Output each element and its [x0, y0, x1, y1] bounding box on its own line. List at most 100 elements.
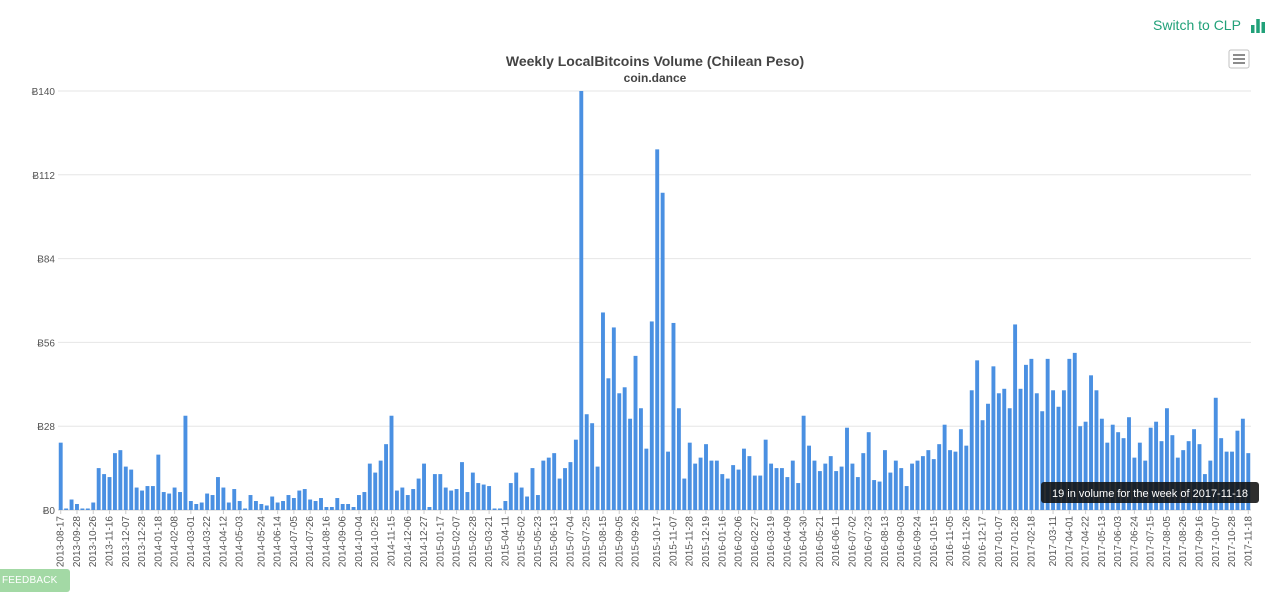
bar[interactable]	[237, 501, 242, 510]
bar[interactable]	[779, 468, 784, 510]
bar[interactable]	[649, 321, 654, 510]
bar[interactable]	[432, 474, 437, 510]
bar[interactable]	[367, 463, 372, 510]
bar[interactable]	[259, 504, 264, 510]
bar[interactable]	[590, 423, 595, 510]
bar[interactable]	[796, 483, 801, 510]
bar[interactable]	[1235, 430, 1240, 510]
bar[interactable]	[107, 477, 112, 510]
bar[interactable]	[1240, 418, 1245, 510]
bar[interactable]	[1121, 438, 1126, 510]
bar[interactable]	[752, 475, 757, 510]
bar[interactable]	[156, 454, 161, 510]
bar[interactable]	[790, 460, 795, 510]
bar[interactable]	[530, 468, 535, 510]
bar[interactable]	[1154, 421, 1159, 510]
bar[interactable]	[443, 487, 448, 510]
bar[interactable]	[1197, 444, 1202, 510]
bar[interactable]	[866, 432, 871, 510]
bar[interactable]	[1127, 417, 1131, 510]
bar[interactable]	[644, 448, 649, 510]
bar[interactable]	[1137, 442, 1142, 510]
bar[interactable]	[801, 415, 806, 510]
bar[interactable]	[172, 487, 177, 510]
bar[interactable]	[1007, 408, 1012, 510]
bar[interactable]	[1192, 429, 1197, 510]
bar[interactable]	[595, 466, 600, 510]
bar[interactable]	[514, 472, 519, 510]
bar[interactable]	[357, 495, 361, 510]
bar[interactable]	[720, 474, 725, 510]
bar[interactable]	[324, 507, 329, 510]
bar[interactable]	[1029, 358, 1034, 510]
bar[interactable]	[622, 387, 627, 510]
bar[interactable]	[915, 460, 920, 510]
bar[interactable]	[714, 460, 719, 510]
bar[interactable]	[58, 442, 63, 510]
bar[interactable]	[525, 496, 530, 510]
bar[interactable]	[1051, 390, 1056, 510]
bar[interactable]	[351, 507, 356, 510]
bar[interactable]	[134, 487, 139, 510]
bar[interactable]	[568, 462, 573, 510]
bar[interactable]	[774, 468, 779, 510]
bar[interactable]	[687, 442, 692, 510]
bar[interactable]	[904, 486, 909, 510]
bar[interactable]	[1213, 397, 1218, 510]
feedback-button[interactable]: FEEDBACK	[0, 569, 70, 592]
bar[interactable]	[199, 502, 204, 510]
bar[interactable]	[975, 360, 980, 510]
bar[interactable]	[671, 322, 676, 510]
bar[interactable]	[232, 489, 237, 510]
bar[interactable]	[481, 484, 486, 510]
bar[interactable]	[150, 486, 155, 510]
bar[interactable]	[606, 378, 611, 510]
bar[interactable]	[573, 439, 578, 510]
bar[interactable]	[736, 469, 741, 510]
bar[interactable]	[297, 490, 302, 510]
bar[interactable]	[931, 459, 936, 510]
bar[interactable]	[416, 478, 421, 510]
bar[interactable]	[910, 463, 915, 510]
bar[interactable]	[1083, 421, 1088, 510]
bar[interactable]	[698, 457, 703, 511]
bar[interactable]	[373, 472, 378, 510]
bar[interactable]	[243, 508, 248, 511]
bar[interactable]	[742, 448, 746, 510]
bar[interactable]	[1078, 426, 1083, 510]
bar[interactable]	[855, 477, 860, 510]
bar[interactable]	[1002, 388, 1007, 510]
bar[interactable]	[861, 453, 866, 510]
bar[interactable]	[519, 487, 524, 510]
bar[interactable]	[666, 451, 670, 510]
bar[interactable]	[942, 424, 947, 510]
bar[interactable]	[628, 418, 633, 510]
bar[interactable]	[145, 486, 150, 510]
bar[interactable]	[253, 501, 258, 510]
bar[interactable]	[617, 393, 622, 510]
bar[interactable]	[557, 478, 562, 510]
bar[interactable]	[183, 415, 188, 510]
bar[interactable]	[769, 463, 774, 510]
bar[interactable]	[422, 463, 426, 510]
bar[interactable]	[140, 490, 144, 510]
bar[interactable]	[709, 460, 714, 510]
bar[interactable]	[546, 457, 551, 511]
bar[interactable]	[552, 453, 557, 510]
bar[interactable]	[948, 450, 952, 510]
bar[interactable]	[384, 444, 389, 510]
bar[interactable]	[1165, 408, 1169, 510]
switch-to-clp-link[interactable]: Switch to CLP	[1153, 17, 1266, 33]
bar[interactable]	[828, 456, 833, 510]
bar[interactable]	[194, 504, 199, 510]
bar[interactable]	[877, 481, 882, 510]
bar[interactable]	[340, 504, 345, 510]
bar[interactable]	[611, 327, 616, 510]
bar[interactable]	[1067, 358, 1072, 510]
bar[interactable]	[378, 460, 383, 510]
bar[interactable]	[1181, 450, 1186, 510]
bar[interactable]	[964, 445, 969, 510]
bar[interactable]	[850, 463, 855, 510]
bar[interactable]	[449, 490, 454, 510]
bar[interactable]	[991, 366, 996, 510]
